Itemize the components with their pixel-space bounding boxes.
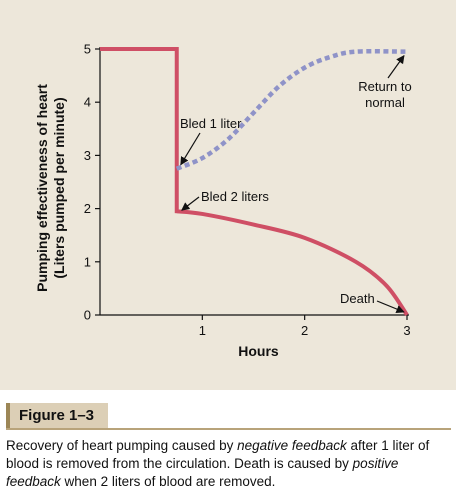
y-tick-label: 2 bbox=[84, 201, 91, 216]
caption-emphasis-positive-feedback: positive feedback bbox=[6, 456, 399, 489]
caption-part-2: after 1 liter of blood is removed from t… bbox=[6, 438, 430, 471]
y-tick-label: 0 bbox=[84, 308, 91, 323]
caption-emphasis-negative-feedback: negative feedback bbox=[237, 438, 347, 453]
y-tick-label: 3 bbox=[84, 148, 91, 163]
pumping-solid-line bbox=[100, 47, 409, 317]
annotation-return-to-normal-line-1: Return to bbox=[358, 79, 411, 94]
annotation-death: Death bbox=[340, 291, 375, 306]
annotation-bled-2-liters-arrow bbox=[181, 196, 200, 211]
figure-label: Figure 1–3 bbox=[6, 403, 108, 428]
y-tick-label: 1 bbox=[84, 254, 91, 269]
annotation-return-to-normal-arrow bbox=[387, 54, 405, 79]
y-tick-label: 5 bbox=[84, 42, 91, 57]
y-axis-title-line-2: (Liters pumped per minute) bbox=[51, 97, 67, 278]
y-tick-label: 4 bbox=[84, 95, 91, 110]
y-axis-title-line-1: Pumping effectiveness of heart bbox=[34, 84, 50, 292]
figure-caption: Recovery of heart pumping caused by nega… bbox=[6, 437, 450, 491]
annotation-return-to-normal-line-2: normal bbox=[365, 95, 405, 110]
x-tick-label: 3 bbox=[403, 323, 410, 338]
annotation-bled-1-liter-arrow bbox=[180, 132, 201, 166]
annotation-bled-2-liters: Bled 2 liters bbox=[201, 189, 269, 204]
figure-panel: 0 1 2 3 4 5 1 2 3 Hours Pumping effectiveness of h… bbox=[0, 0, 456, 390]
x-tick-label: 1 bbox=[199, 323, 206, 338]
annotation-bled-1-liter: Bled 1 liter bbox=[180, 116, 242, 131]
figure-label-rule bbox=[6, 428, 451, 430]
annotation-death-arrow bbox=[376, 300, 405, 314]
caption-part-1: Recovery of heart pumping caused by bbox=[6, 438, 238, 453]
x-tick-label: 2 bbox=[301, 323, 308, 338]
recovery-dashed-line bbox=[175, 49, 408, 171]
caption-part-3: when 2 liters of blood are removed. bbox=[60, 474, 276, 489]
x-axis-title: Hours bbox=[238, 343, 279, 359]
chart: 0 1 2 3 4 5 1 2 3 Hours Pumping effectiveness of h… bbox=[34, 42, 412, 360]
